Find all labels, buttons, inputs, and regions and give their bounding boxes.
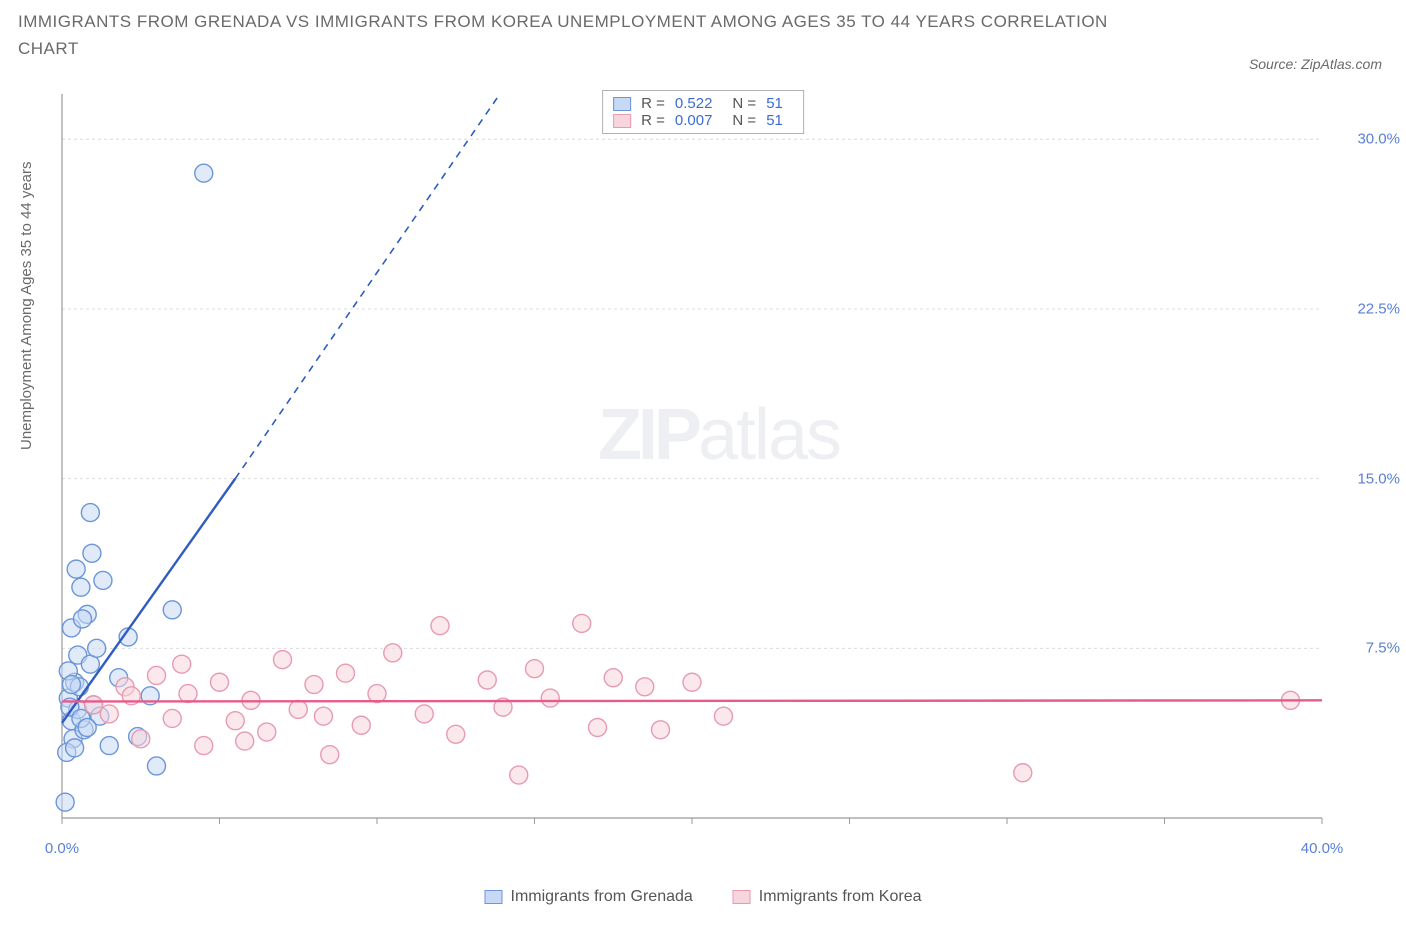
legend-swatch [733, 890, 751, 904]
y-tick-label: 30.0% [1357, 131, 1400, 148]
legend-item: Immigrants from Grenada [485, 888, 693, 906]
chart-area: ZIPatlas [54, 88, 1384, 858]
x-tick-label: 0.0% [45, 840, 79, 857]
y-tick-label: 22.5% [1357, 300, 1400, 317]
stats-legend-row: R = 0.007 N = 51 [613, 112, 793, 129]
y-tick-label: 15.0% [1357, 470, 1400, 487]
legend-swatch [613, 97, 631, 111]
source-attribution: Source: ZipAtlas.com [1249, 56, 1382, 72]
n-value: 51 [766, 112, 783, 129]
series-legend: Immigrants from Grenada Immigrants from K… [485, 888, 922, 906]
chart-title: IMMIGRANTS FROM GRENADA VS IMMIGRANTS FR… [18, 8, 1118, 62]
legend-label: Immigrants from Grenada [511, 888, 693, 906]
legend-label: Immigrants from Korea [759, 888, 922, 906]
x-tick-label: 40.0% [1301, 840, 1344, 857]
legend-swatch [613, 114, 631, 128]
y-axis-label: Unemployment Among Ages 35 to 44 years [18, 161, 35, 450]
r-label: R = [641, 95, 665, 112]
r-label: R = [641, 112, 665, 129]
n-value: 51 [766, 95, 783, 112]
scatter-plot [54, 88, 1384, 858]
r-value: 0.522 [675, 95, 713, 112]
legend-item: Immigrants from Korea [733, 888, 922, 906]
stats-legend: R = 0.522 N = 51 R = 0.007 N = 51 [602, 90, 804, 134]
y-tick-label: 7.5% [1366, 640, 1400, 657]
n-label: N = [732, 95, 756, 112]
r-value: 0.007 [675, 112, 713, 129]
stats-legend-row: R = 0.522 N = 51 [613, 95, 793, 112]
legend-swatch [485, 890, 503, 904]
n-label: N = [732, 112, 756, 129]
